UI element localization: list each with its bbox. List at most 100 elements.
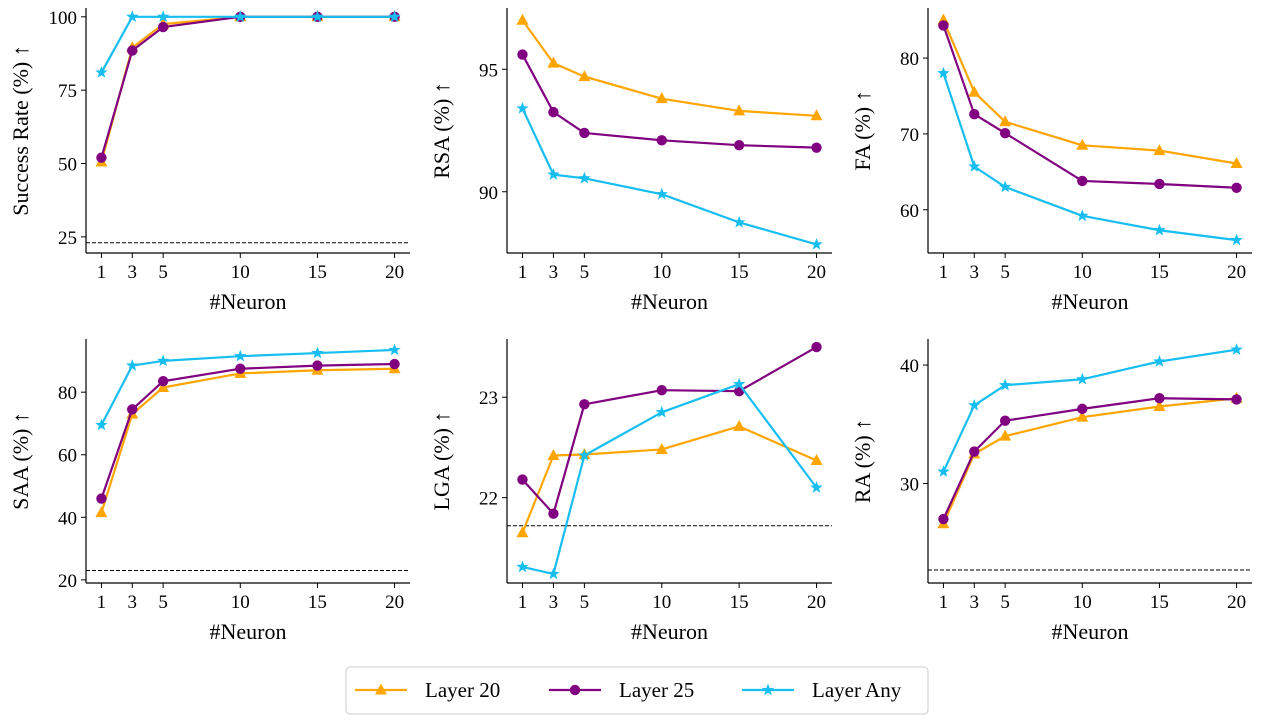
- series-layer-20: [516, 13, 823, 121]
- data-point: [156, 354, 170, 367]
- series-layer-25: [96, 358, 400, 504]
- x-axis-title: #Neuron: [210, 289, 287, 314]
- data-point: [516, 526, 529, 538]
- x-tick-label: 5: [158, 262, 168, 283]
- y-tick-label: 40: [900, 356, 919, 377]
- data-point: [998, 180, 1012, 193]
- data-point: [547, 448, 560, 460]
- subplot-2: 1 3 5 10 15 20 90 95 #Neuron RSA (%) ↑: [429, 8, 832, 314]
- series-layer-20: [937, 391, 1243, 529]
- data-point: [157, 21, 169, 33]
- data-point: [810, 109, 823, 121]
- x-tick-label: 20: [1227, 262, 1246, 283]
- x-tick-label: 10: [652, 592, 671, 613]
- x-tick-label: 10: [1073, 262, 1092, 283]
- data-point: [1076, 410, 1089, 422]
- y-axis-title: Success Rate (%) ↑: [8, 45, 33, 215]
- data-point: [126, 10, 139, 23]
- data-point: [655, 187, 668, 200]
- data-point: [578, 171, 591, 184]
- series-line: [942, 19, 1237, 165]
- y-tick-label: 40: [58, 508, 77, 529]
- data-point: [548, 106, 559, 118]
- x-tick-label: 1: [518, 262, 528, 283]
- series-layer-any: [95, 10, 401, 78]
- legend-marker: [569, 684, 581, 696]
- legend-marker: [761, 683, 775, 696]
- series-line: [521, 346, 818, 515]
- x-tick-label: 10: [1073, 592, 1092, 613]
- series-layer-any: [516, 377, 823, 580]
- x-tick-label: 15: [308, 592, 327, 613]
- data-point: [655, 442, 668, 454]
- y-tick-label: 90: [479, 183, 498, 204]
- x-tick-label: 3: [549, 592, 559, 613]
- series-layer-25: [96, 11, 400, 163]
- data-point: [938, 20, 949, 31]
- data-point: [1077, 403, 1088, 415]
- data-point: [732, 377, 746, 390]
- data-point: [1230, 343, 1243, 355]
- y-tick-label: 30: [900, 475, 919, 496]
- data-point: [810, 481, 823, 493]
- x-tick-label: 10: [652, 262, 671, 283]
- data-point: [95, 418, 108, 431]
- data-point: [389, 358, 400, 370]
- x-tick-label: 5: [158, 592, 168, 613]
- data-point: [234, 10, 247, 23]
- data-point: [95, 506, 108, 518]
- x-tick-label: 10: [231, 262, 250, 283]
- data-point: [234, 349, 247, 362]
- x-axis-title: #Neuron: [1052, 619, 1129, 644]
- subplot-6: 1 3 5 10 15 20 30 40 #Neuron RA (%) ↑: [850, 339, 1252, 644]
- y-axis-title: FA (%) ↑: [850, 90, 875, 170]
- x-tick-label: 1: [97, 592, 107, 613]
- data-point: [547, 56, 560, 68]
- data-point: [999, 429, 1012, 441]
- series-line: [100, 15, 395, 74]
- x-tick-label: 20: [385, 592, 404, 613]
- legend-item-layer-20: Layer 20: [355, 678, 500, 702]
- x-tick-label: 15: [1150, 592, 1169, 613]
- data-point: [517, 474, 528, 485]
- series-line: [942, 397, 1237, 525]
- x-tick-label: 1: [939, 262, 949, 283]
- series-line: [100, 348, 395, 426]
- x-tick-label: 15: [308, 262, 327, 283]
- legend-item-layer-25: Layer 25: [549, 678, 694, 702]
- series-line: [942, 348, 1237, 473]
- x-tick-label: 3: [549, 262, 559, 283]
- data-point: [95, 66, 108, 78]
- data-point: [156, 10, 170, 23]
- data-point: [388, 343, 401, 356]
- data-point: [127, 45, 138, 56]
- legend-marker: [375, 683, 387, 695]
- data-point: [811, 341, 822, 353]
- data-point: [516, 101, 529, 114]
- y-tick-label: 75: [58, 81, 77, 102]
- y-tick-label: 70: [900, 125, 919, 146]
- legend-item-layer-any: Layer Any: [742, 678, 902, 702]
- y-tick-label: 50: [58, 155, 77, 176]
- x-tick-label: 5: [1000, 262, 1010, 283]
- y-axis-title: SAA (%) ↑: [8, 412, 33, 510]
- legend-label: Layer 20: [425, 678, 500, 702]
- x-tick-label: 3: [128, 262, 138, 283]
- x-tick-label: 5: [1000, 592, 1010, 613]
- series-layer-20: [937, 13, 1243, 168]
- data-point: [937, 465, 950, 477]
- data-point: [811, 142, 822, 153]
- data-point: [96, 493, 107, 504]
- data-point: [1153, 355, 1166, 367]
- y-axis-title: RA (%) ↑: [850, 419, 875, 503]
- x-tick-label: 3: [128, 592, 138, 613]
- data-point: [655, 405, 668, 418]
- data-point: [516, 560, 529, 573]
- data-point: [516, 13, 529, 25]
- series-layer-any: [937, 343, 1243, 477]
- data-point: [548, 508, 559, 519]
- data-point: [547, 168, 560, 180]
- series-layer-25: [938, 20, 1242, 193]
- data-point: [235, 363, 246, 374]
